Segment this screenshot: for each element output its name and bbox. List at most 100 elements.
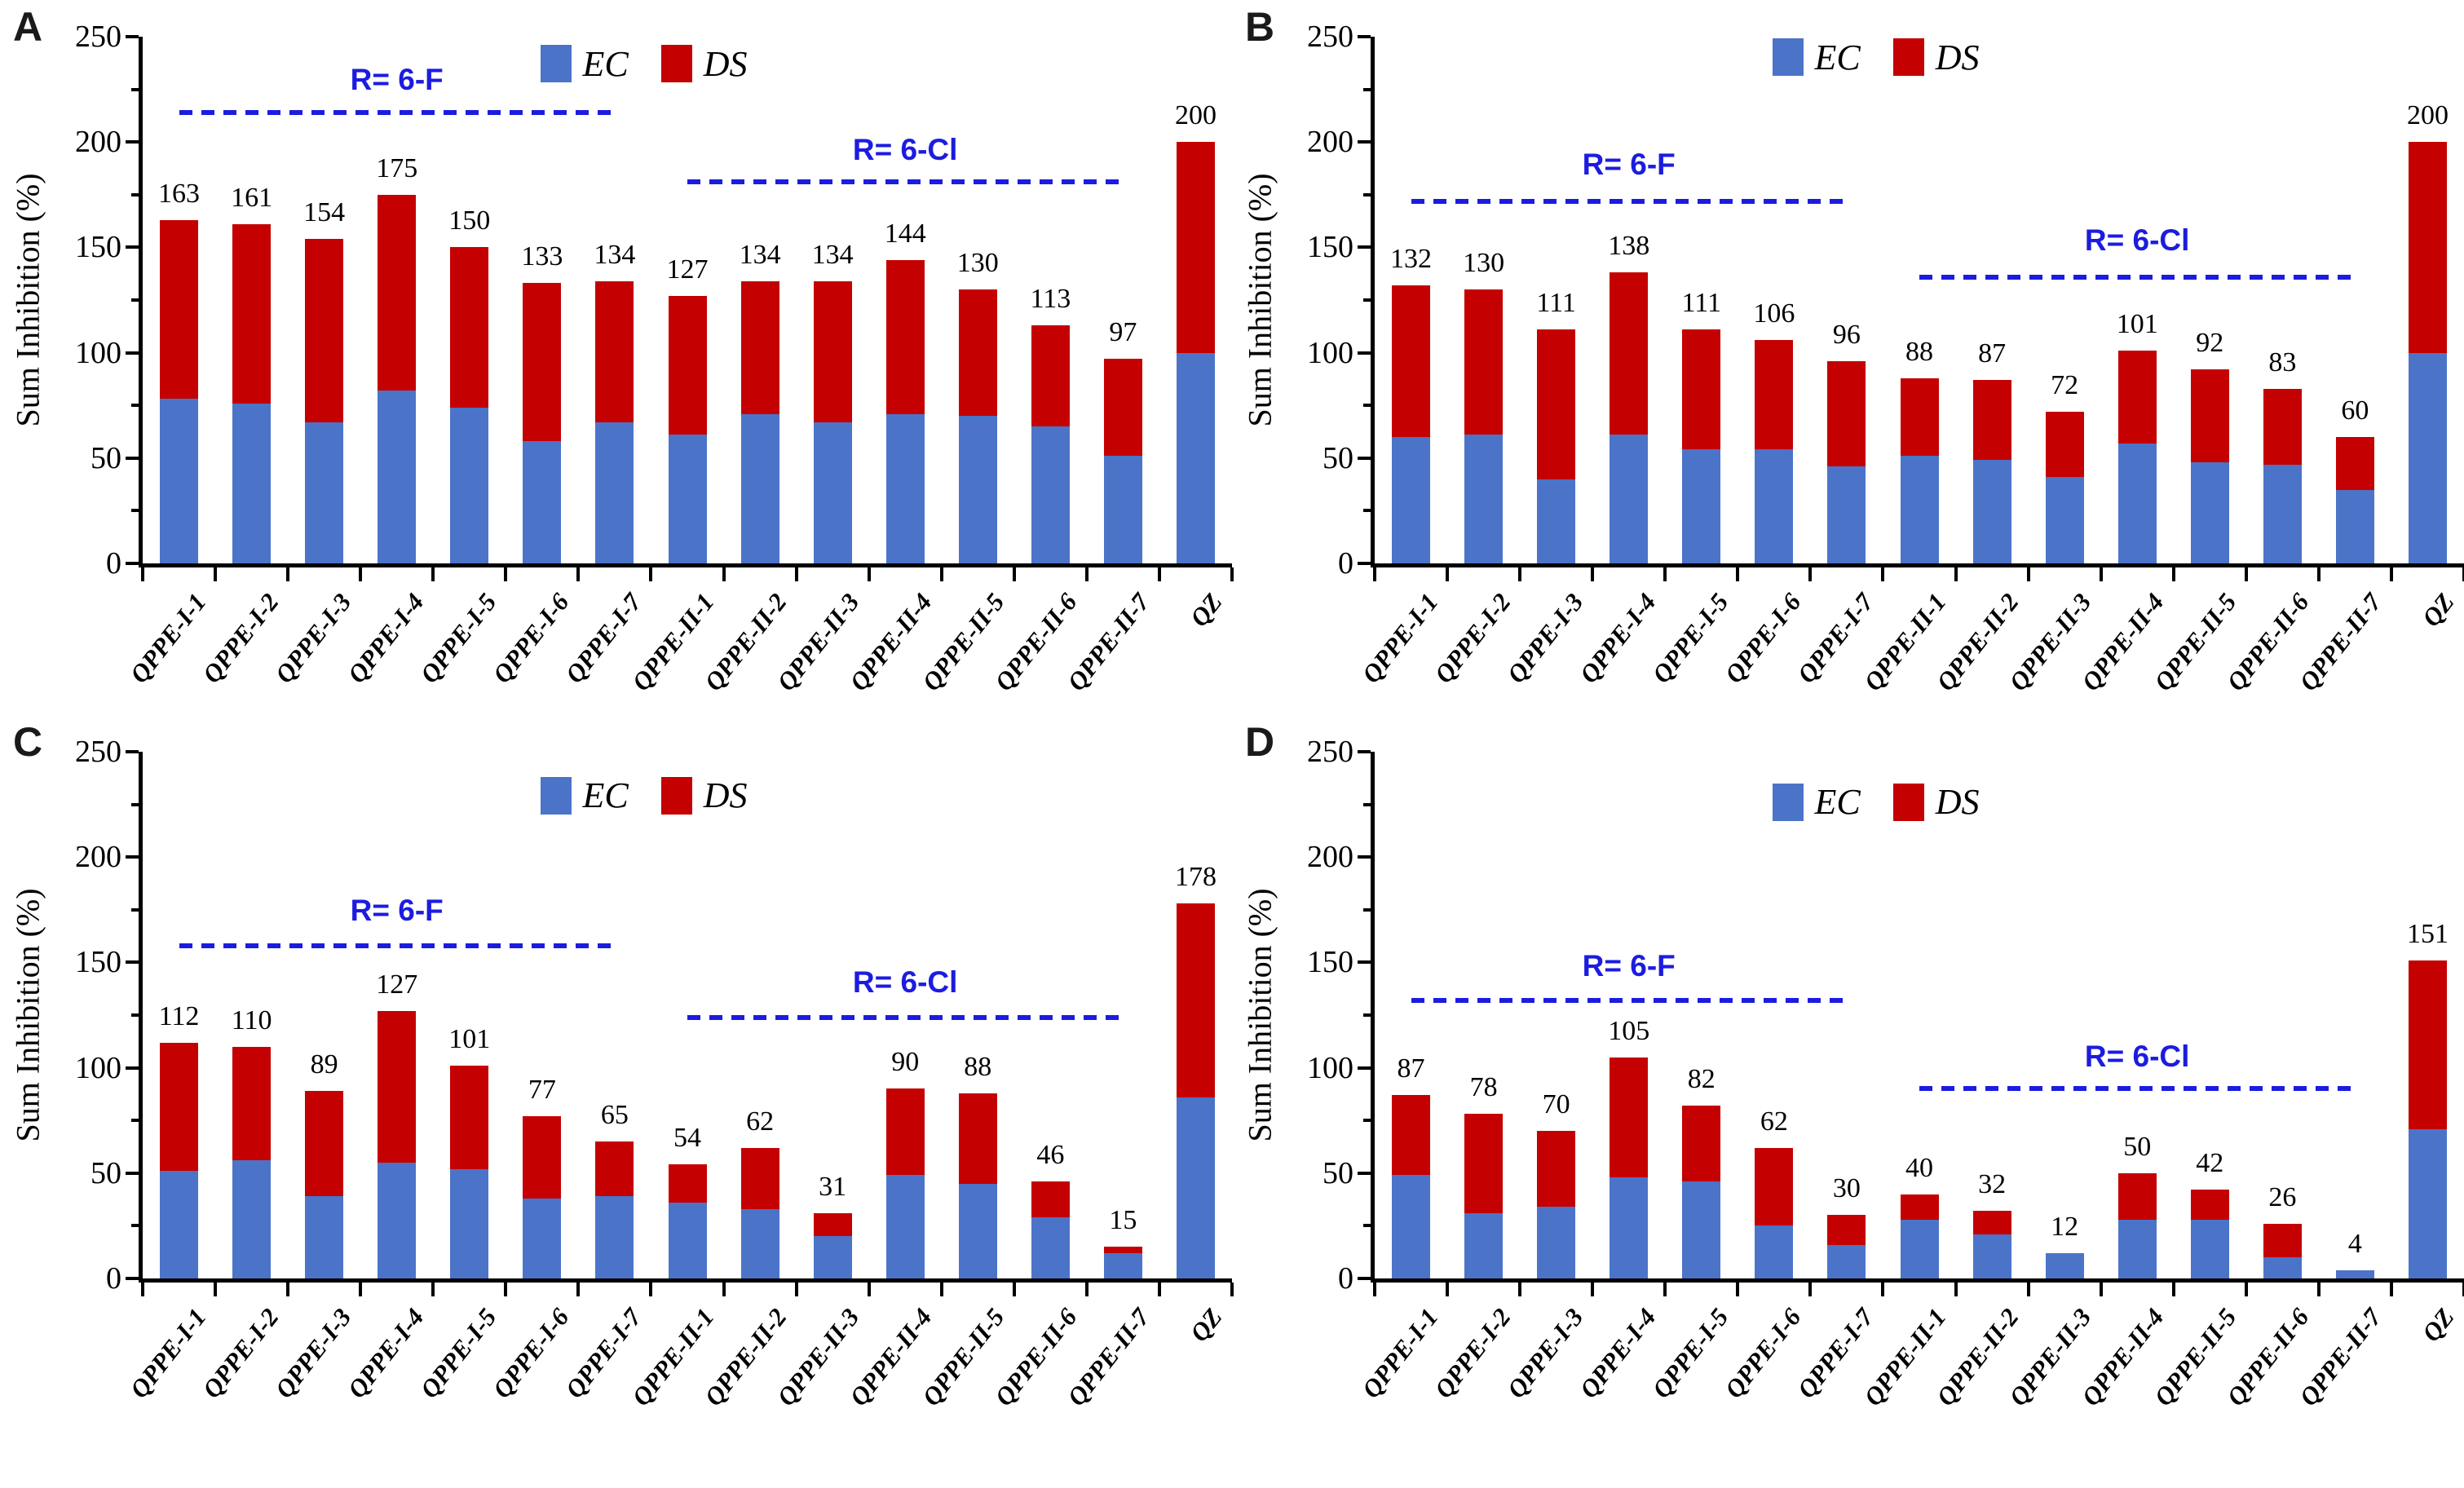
y-axis-tick (126, 35, 139, 38)
bar-segment-ec (1031, 426, 1070, 563)
x-axis-tick (431, 1283, 435, 1296)
bar-value-label: 32 (1978, 1169, 2007, 1200)
bar-segment-ec (160, 399, 199, 563)
y-axis-minor-tick (131, 907, 139, 912)
legend-label: EC (582, 775, 629, 816)
bar-segment-ds (1972, 1211, 2011, 1234)
bar-segment-ec (2190, 1219, 2229, 1278)
bar-segment-ec (740, 1208, 779, 1278)
x-axis-tick (1012, 1283, 1016, 1296)
legend-swatch-ds (1892, 783, 1924, 821)
y-axis-tick (1358, 855, 1371, 859)
bar-segment-ec (305, 422, 344, 563)
x-axis-tick (1736, 567, 1740, 581)
y-axis-tick-label: 0 (106, 546, 121, 581)
bar-segment-ds (160, 1042, 199, 1172)
bar-segment-ec (378, 391, 417, 563)
x-axis-tick (2171, 567, 2175, 581)
bar-value-label: 132 (1390, 243, 1433, 274)
y-axis-tick-label: 50 (1323, 440, 1353, 475)
y-axis-tick-label: 150 (1307, 230, 1353, 265)
bar-segment-ds (1537, 1131, 1576, 1208)
panel-b: B Sum Inhibition (%) 0 50 100 150 200 250 132 Q… (1232, 0, 2464, 715)
y-axis-tick (126, 351, 139, 355)
x-axis-tick (2389, 1283, 2393, 1296)
bar-segment-ds (450, 1066, 489, 1169)
bar-segment-ec (523, 441, 562, 563)
y-axis-tick (126, 245, 139, 249)
y-axis-minor-tick (1363, 298, 1371, 302)
bar-segment-ec (232, 403, 272, 563)
bar-segment-ec (2335, 1269, 2374, 1278)
bar-value-label: 151 (2406, 918, 2449, 949)
group-annotation-label: R= 6-Cl (2084, 223, 2190, 257)
y-axis-tick-label: 150 (75, 945, 121, 980)
bar-value-label: 72 (2051, 369, 2079, 400)
bar-segment-ds (2190, 369, 2229, 462)
bar-segment-ec (1537, 1207, 1576, 1278)
bar-value-label: 178 (1174, 862, 1217, 893)
y-axis-minor-tick (131, 192, 139, 196)
bar-segment-ec (813, 1236, 852, 1278)
x-axis-tick (2316, 567, 2320, 581)
legend-item: EC (540, 43, 629, 85)
y-axis-tick (1358, 140, 1371, 144)
bar-segment-ds (305, 239, 344, 422)
bar-segment-ec (1392, 1175, 1431, 1278)
bar-value-label: 111 (1681, 288, 1722, 319)
y-axis-tick-label: 250 (1307, 735, 1353, 769)
y-axis-tick-label: 100 (1307, 335, 1353, 370)
x-axis-tick (2026, 567, 2030, 581)
x-axis-tick (2171, 1283, 2175, 1296)
bar-value-label: 144 (884, 218, 926, 249)
y-axis-title: Sum Inhibition (%) (9, 888, 46, 1142)
x-axis-tick (504, 567, 508, 581)
y-axis-title: Sum Inhibition (%) (1241, 173, 1278, 427)
y-axis-tick-label: 50 (91, 1155, 121, 1190)
bar-segment-ds (2263, 388, 2302, 465)
y-axis-tick-label: 150 (1307, 945, 1353, 980)
x-axis-tick (867, 567, 871, 581)
legend-swatch-ec (1772, 783, 1804, 821)
legend: EC DS (540, 775, 748, 816)
bar-segment-ds (2045, 411, 2084, 478)
bar-segment-ec (2263, 1257, 2302, 1278)
bar-segment-ds (1610, 272, 1649, 435)
group-annotation-line (687, 1014, 1124, 1020)
legend: EC DS (1772, 781, 1980, 823)
x-axis-tick (576, 567, 581, 581)
x-axis-tick (1591, 1283, 1595, 1296)
panel-letter: D (1245, 719, 1275, 765)
x-axis-tick (649, 1283, 653, 1296)
y-axis-minor-tick (131, 1119, 139, 1123)
bar-segment-ds (1610, 1057, 1649, 1177)
y-axis-tick (126, 456, 139, 460)
x-axis-tick (286, 567, 290, 581)
bar-segment-ds (232, 1046, 272, 1161)
legend-item: DS (660, 775, 748, 816)
bar-segment-ds (160, 219, 199, 400)
x-axis-tick (1663, 1283, 1667, 1296)
bar-segment-ds (595, 280, 634, 422)
bar-segment-ds (813, 280, 852, 422)
bar-segment-ds (1755, 1147, 1794, 1226)
bar-value-label: 134 (739, 239, 781, 270)
bar-segment-ds (2335, 436, 2374, 490)
bar-segment-ds (1031, 325, 1070, 427)
bar-segment-ec (1755, 449, 1794, 563)
bar-segment-ds (1176, 142, 1215, 353)
bar-value-label: 50 (2123, 1131, 2152, 1162)
bar-value-label: 134 (594, 239, 636, 270)
bar-value-label: 90 (891, 1047, 920, 1078)
bar-segment-ec (1610, 1177, 1649, 1278)
x-axis-tick (1881, 567, 1885, 581)
y-axis-tick-label: 100 (75, 335, 121, 370)
x-axis-tick (1591, 567, 1595, 581)
x-axis-tick (1157, 567, 1161, 581)
bar-segment-ds (523, 283, 562, 442)
bar-segment-ds (2190, 1190, 2229, 1220)
bar-segment-ec (450, 407, 489, 563)
y-axis-tick (126, 1066, 139, 1070)
legend: EC DS (540, 43, 748, 85)
bar-segment-ds (740, 1147, 779, 1209)
